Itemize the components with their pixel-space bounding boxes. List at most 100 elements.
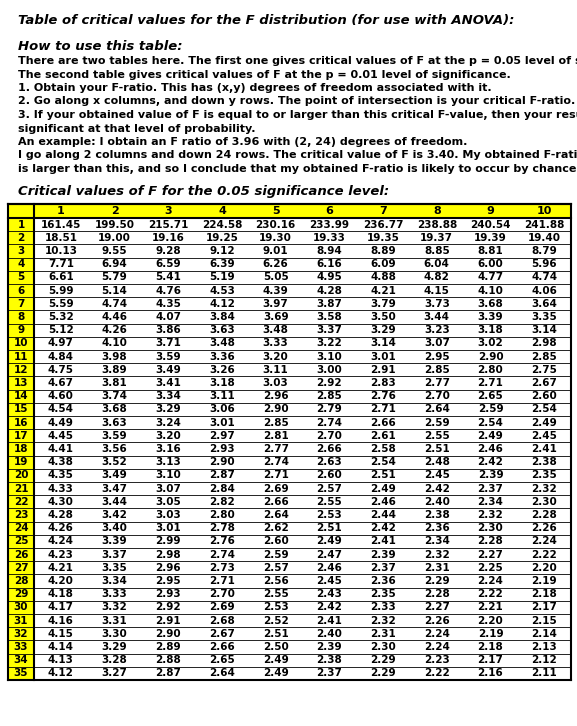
Text: 19.33: 19.33	[313, 233, 346, 242]
Text: 3.98: 3.98	[102, 351, 128, 362]
Text: 233.99: 233.99	[309, 219, 349, 229]
Text: 4.12: 4.12	[48, 669, 74, 678]
Text: 3.22: 3.22	[316, 338, 342, 348]
Text: 2.90: 2.90	[478, 351, 503, 362]
Text: 3.01: 3.01	[370, 351, 396, 362]
Text: 31: 31	[14, 616, 28, 626]
Text: 2.30: 2.30	[370, 642, 396, 652]
Bar	[8, 390, 34, 403]
Text: 2.16: 2.16	[478, 669, 503, 678]
Text: 2.56: 2.56	[263, 576, 288, 586]
Text: 8: 8	[17, 312, 25, 322]
Bar	[34, 614, 571, 627]
Text: 4: 4	[17, 259, 25, 269]
Bar	[8, 403, 34, 416]
Text: 2.27: 2.27	[424, 603, 449, 613]
Bar	[34, 535, 571, 548]
Bar	[34, 297, 571, 311]
Text: 9.01: 9.01	[263, 246, 288, 256]
Bar	[34, 521, 571, 535]
Text: Table of critical values for the F distribution (for use with ANOVA):: Table of critical values for the F distr…	[18, 14, 514, 27]
Text: 1: 1	[17, 219, 25, 229]
Bar	[8, 574, 34, 587]
Text: 3.16: 3.16	[155, 444, 181, 454]
Text: 2.59: 2.59	[263, 550, 288, 560]
Text: 2.42: 2.42	[478, 457, 503, 468]
Bar	[34, 442, 571, 456]
Bar	[34, 653, 571, 666]
Text: 3.40: 3.40	[102, 523, 128, 533]
Text: 5.12: 5.12	[48, 325, 74, 335]
Text: 2.91: 2.91	[155, 616, 181, 626]
Text: 4.20: 4.20	[48, 576, 74, 586]
Text: 4.24: 4.24	[48, 537, 74, 547]
Text: 4.46: 4.46	[102, 312, 128, 322]
Bar	[34, 640, 571, 653]
Text: 3.34: 3.34	[155, 391, 181, 401]
Text: 3: 3	[164, 205, 172, 216]
Text: 30: 30	[14, 603, 28, 613]
Bar	[34, 495, 571, 508]
Text: 4.21: 4.21	[48, 563, 74, 573]
Text: 5.99: 5.99	[48, 285, 74, 295]
Text: 2.41: 2.41	[370, 537, 396, 547]
Text: 2.43: 2.43	[316, 590, 342, 599]
Text: 5.05: 5.05	[263, 272, 288, 282]
Text: 3.36: 3.36	[209, 351, 235, 362]
Bar	[34, 284, 571, 297]
Text: 3.00: 3.00	[316, 364, 342, 375]
Text: 2.51: 2.51	[424, 444, 449, 454]
Text: 240.54: 240.54	[470, 219, 511, 229]
Text: 26: 26	[14, 550, 28, 560]
Text: 2.83: 2.83	[370, 378, 396, 388]
Text: 2.50: 2.50	[263, 642, 288, 652]
Text: 2.60: 2.60	[263, 537, 288, 547]
Text: 3.48: 3.48	[209, 338, 235, 348]
Text: 3.26: 3.26	[209, 364, 235, 375]
Text: 3.59: 3.59	[102, 431, 128, 441]
Text: 4.12: 4.12	[209, 299, 235, 309]
Text: 4.10: 4.10	[102, 338, 128, 348]
Text: 2.49: 2.49	[316, 537, 342, 547]
Text: 4.38: 4.38	[48, 457, 74, 468]
Text: 4.35: 4.35	[155, 299, 181, 309]
Text: 2.46: 2.46	[478, 444, 503, 454]
Bar	[8, 482, 34, 495]
Bar	[34, 429, 571, 442]
Text: 3.87: 3.87	[316, 299, 342, 309]
Text: 25: 25	[14, 537, 28, 547]
Text: 4.39: 4.39	[263, 285, 288, 295]
Text: 2.54: 2.54	[531, 404, 557, 415]
Bar	[34, 403, 571, 416]
Text: 3.23: 3.23	[424, 325, 449, 335]
Text: 3.03: 3.03	[155, 510, 181, 520]
Text: 3.20: 3.20	[155, 431, 181, 441]
Text: 4.14: 4.14	[48, 642, 74, 652]
Text: 2.42: 2.42	[316, 603, 342, 613]
Bar	[8, 653, 34, 666]
Bar	[34, 376, 571, 390]
Text: 19.39: 19.39	[474, 233, 507, 242]
Text: 17: 17	[14, 431, 28, 441]
Text: 3.37: 3.37	[102, 550, 128, 560]
Text: 4.28: 4.28	[316, 285, 342, 295]
Text: 32: 32	[14, 629, 28, 639]
Bar	[34, 666, 571, 680]
Bar	[8, 337, 34, 350]
Text: 2.11: 2.11	[531, 669, 557, 678]
Bar	[8, 218, 34, 231]
Text: 3.18: 3.18	[209, 378, 235, 388]
Text: 2.26: 2.26	[531, 523, 557, 533]
Text: 3.35: 3.35	[102, 563, 128, 573]
Text: 2.49: 2.49	[370, 484, 396, 494]
Text: 2.63: 2.63	[316, 457, 342, 468]
Text: 19.16: 19.16	[152, 233, 185, 242]
Bar	[8, 258, 34, 271]
Bar	[8, 324, 34, 337]
Text: 4.53: 4.53	[209, 285, 235, 295]
Text: 4.60: 4.60	[48, 391, 74, 401]
Text: 4.15: 4.15	[48, 629, 74, 639]
Text: 2.39: 2.39	[370, 550, 396, 560]
Text: 4.97: 4.97	[48, 338, 74, 348]
Bar	[8, 469, 34, 482]
